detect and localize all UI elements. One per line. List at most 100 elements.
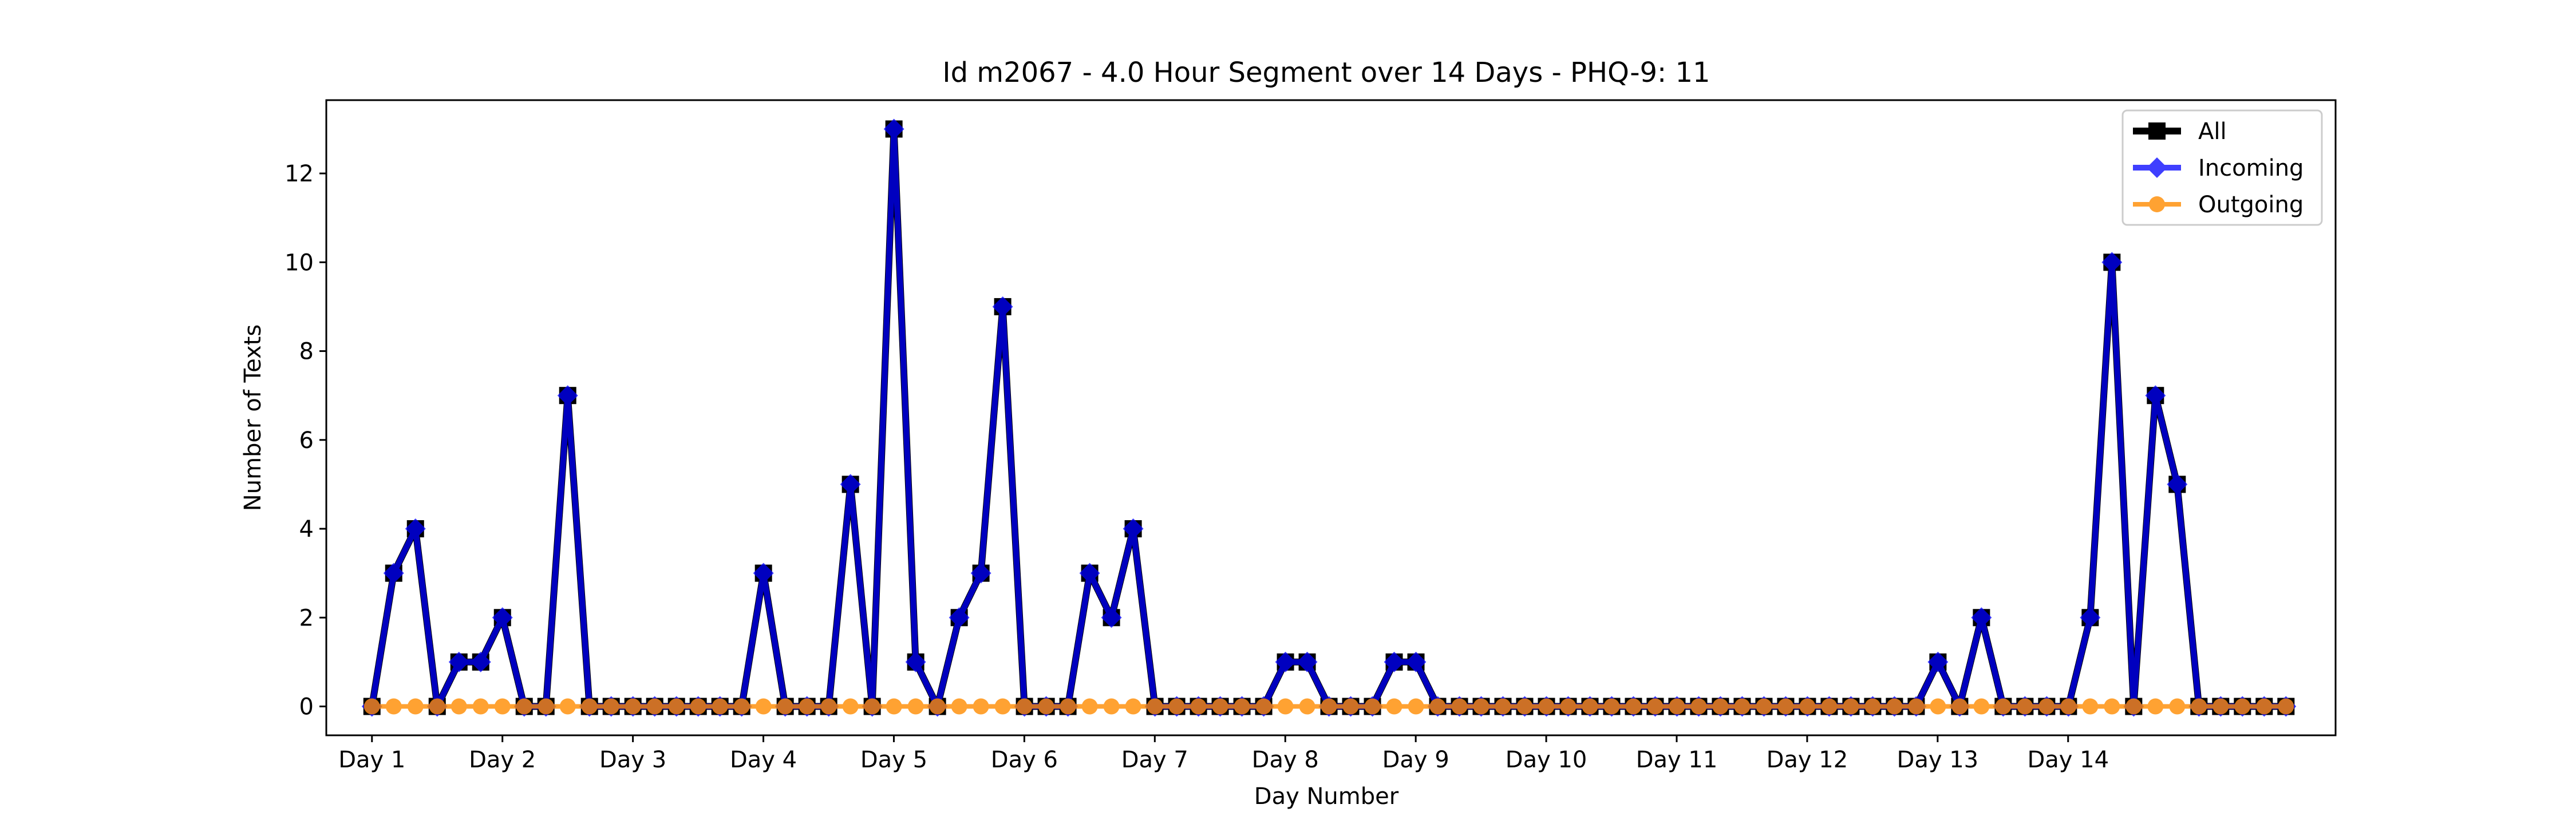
data-point-outgoing bbox=[1516, 698, 1533, 715]
data-point-outgoing bbox=[1603, 698, 1620, 715]
data-point-incoming bbox=[992, 296, 1013, 317]
x-tick-label: Day 4 bbox=[730, 747, 797, 773]
data-point-outgoing bbox=[712, 698, 728, 715]
data-point-outgoing bbox=[1234, 698, 1250, 715]
data-point-incoming bbox=[1927, 651, 1949, 672]
x-tick-label: Day 11 bbox=[1636, 747, 1718, 773]
data-point-outgoing bbox=[1364, 698, 1381, 715]
data-point-outgoing bbox=[690, 698, 706, 715]
x-tick-label: Day 10 bbox=[1506, 747, 1587, 773]
x-tick-label: Day 2 bbox=[469, 747, 536, 773]
data-point-incoming bbox=[1079, 562, 1100, 584]
data-point-incoming bbox=[970, 562, 991, 584]
data-point-outgoing bbox=[1734, 698, 1751, 715]
data-point-incoming bbox=[448, 651, 469, 672]
data-point-outgoing bbox=[1386, 698, 1402, 715]
data-point-outgoing bbox=[2104, 698, 2120, 715]
data-point-outgoing bbox=[625, 698, 641, 715]
y-tick-label: 4 bbox=[299, 516, 314, 542]
data-point-incoming bbox=[470, 651, 491, 672]
data-point-incoming bbox=[883, 118, 904, 140]
data-point-outgoing bbox=[472, 698, 489, 715]
data-point-incoming bbox=[2145, 385, 2166, 406]
data-point-incoming bbox=[905, 651, 926, 672]
x-tick-label: Day 3 bbox=[599, 747, 666, 773]
data-point-outgoing bbox=[1538, 698, 1555, 715]
legend-marker bbox=[2147, 157, 2167, 178]
data-point-outgoing bbox=[2038, 698, 2055, 715]
legend-item bbox=[2133, 157, 2181, 178]
data-point-outgoing bbox=[603, 698, 619, 715]
data-point-outgoing bbox=[1951, 698, 1968, 715]
x-tick-label: Day 7 bbox=[1121, 747, 1188, 773]
data-point-incoming bbox=[2167, 474, 2188, 495]
data-point-outgoing bbox=[1429, 698, 1446, 715]
data-point-outgoing bbox=[1168, 698, 1185, 715]
chart-title: Id m2067 - 4.0 Hour Segment over 14 Days… bbox=[942, 57, 1710, 89]
data-point-outgoing bbox=[994, 698, 1011, 715]
data-point-outgoing bbox=[1255, 698, 1272, 715]
data-point-incoming bbox=[840, 474, 861, 495]
x-tick-label: Day 9 bbox=[1382, 747, 1449, 773]
data-point-outgoing bbox=[1777, 698, 1794, 715]
data-point-outgoing bbox=[1016, 698, 1033, 715]
data-point-outgoing bbox=[1756, 698, 1772, 715]
data-point-outgoing bbox=[1125, 698, 1141, 715]
data-point-outgoing bbox=[886, 698, 902, 715]
data-point-outgoing bbox=[2082, 698, 2099, 715]
data-point-outgoing bbox=[1212, 698, 1228, 715]
data-point-outgoing bbox=[1342, 698, 1359, 715]
y-tick-label: 6 bbox=[299, 427, 314, 454]
data-point-outgoing bbox=[1451, 698, 1468, 715]
legend-label: Incoming bbox=[2198, 155, 2304, 181]
data-point-outgoing bbox=[907, 698, 924, 715]
data-point-outgoing bbox=[1647, 698, 1664, 715]
data-point-outgoing bbox=[1147, 698, 1163, 715]
data-point-outgoing bbox=[1886, 698, 1903, 715]
data-point-outgoing bbox=[1190, 698, 1207, 715]
data-point-incoming bbox=[405, 518, 426, 540]
data-point-outgoing bbox=[1690, 698, 1707, 715]
data-point-outgoing bbox=[2212, 698, 2229, 715]
data-point-outgoing bbox=[2125, 698, 2142, 715]
data-point-outgoing bbox=[2234, 698, 2251, 715]
data-point-outgoing bbox=[1995, 698, 2012, 715]
y-axis-label: Number of Texts bbox=[240, 324, 266, 511]
data-point-outgoing bbox=[1799, 698, 1816, 715]
data-point-incoming bbox=[557, 385, 578, 406]
data-point-outgoing bbox=[820, 698, 837, 715]
data-point-outgoing bbox=[1930, 698, 1946, 715]
data-point-incoming bbox=[2080, 607, 2101, 628]
plot-area bbox=[361, 118, 2297, 717]
data-point-outgoing bbox=[1582, 698, 1598, 715]
data-point-outgoing bbox=[1277, 698, 1294, 715]
data-point-outgoing bbox=[1669, 698, 1685, 715]
data-point-outgoing bbox=[668, 698, 685, 715]
plot-frame bbox=[325, 99, 2337, 736]
data-point-outgoing bbox=[755, 698, 772, 715]
data-point-outgoing bbox=[1560, 698, 1577, 715]
data-point-outgoing bbox=[733, 698, 750, 715]
x-axis: Day 1 Day 2 Day 3 Day 4 Day 5 Day 6 Day 7 Day 8… bbox=[338, 735, 2109, 773]
data-point-incoming bbox=[1297, 651, 1318, 672]
data-point-outgoing bbox=[1321, 698, 1337, 715]
data-point-outgoing bbox=[516, 698, 532, 715]
data-point-outgoing bbox=[1821, 698, 1838, 715]
data-point-incoming bbox=[753, 562, 774, 584]
data-point-incoming bbox=[1101, 607, 1122, 628]
data-point-outgoing bbox=[1843, 698, 1859, 715]
x-tick-label: Day 1 bbox=[338, 747, 405, 773]
legend-label: All bbox=[2198, 118, 2227, 145]
legend: All Incoming Outgoing bbox=[2121, 109, 2323, 226]
data-point-outgoing bbox=[559, 698, 576, 715]
legend-box bbox=[2121, 109, 2323, 226]
x-tick-label: Day 12 bbox=[1767, 747, 1848, 773]
data-point-incoming bbox=[492, 607, 513, 628]
legend-item bbox=[2133, 196, 2181, 212]
data-point-outgoing bbox=[2191, 698, 2207, 715]
data-point-outgoing bbox=[1038, 698, 1054, 715]
data-point-outgoing bbox=[364, 698, 380, 715]
data-point-outgoing bbox=[1408, 698, 1424, 715]
data-point-incoming bbox=[1123, 518, 1144, 540]
